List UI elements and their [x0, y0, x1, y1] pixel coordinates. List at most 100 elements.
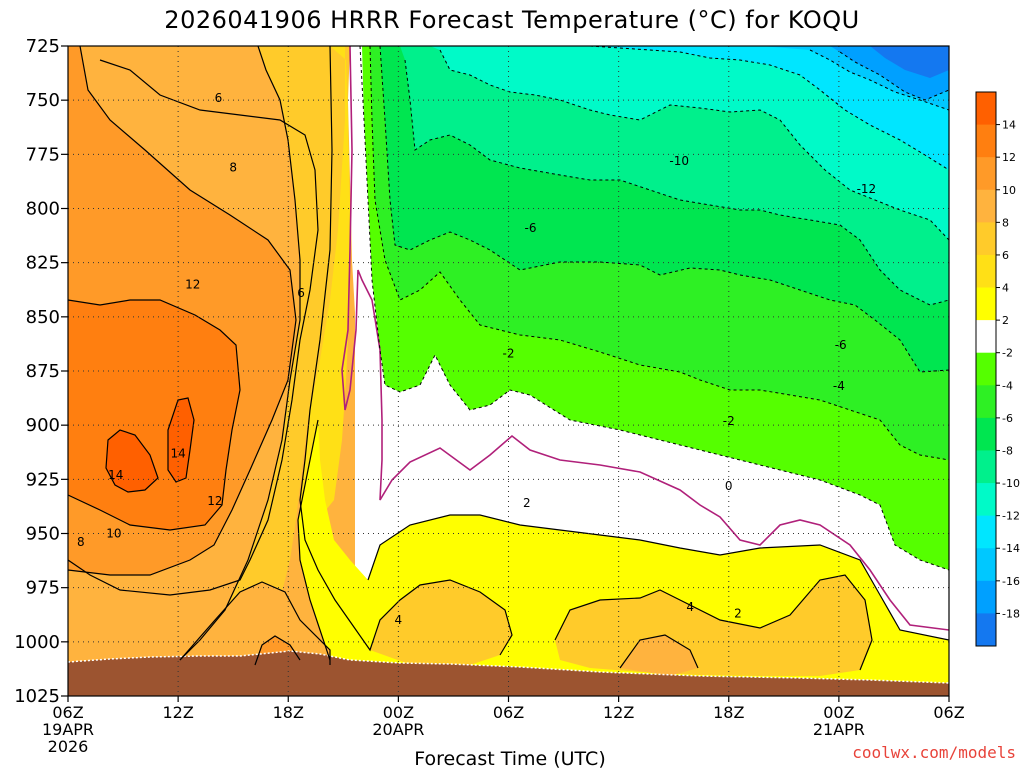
x-tick-label: 18Z	[273, 703, 304, 722]
colorbar-label: 2	[1002, 314, 1009, 327]
band-4-blob1	[370, 580, 512, 668]
x-tick-label: 20APR	[372, 720, 424, 739]
contour-label: 8	[77, 535, 85, 549]
colorbar-label: -16	[1002, 575, 1020, 588]
credit-text: coolwx.com/models	[852, 743, 1016, 762]
contour-label: -2	[503, 347, 515, 361]
contour-label: 12	[185, 277, 200, 291]
terrain	[68, 651, 949, 696]
contour-label: 2	[734, 607, 742, 621]
contour-label: -4	[833, 379, 845, 393]
contour-label: -12	[857, 182, 877, 196]
x-axis-label: Forecast Time (UTC)	[414, 748, 605, 768]
colorbar-label: -2	[1002, 347, 1013, 360]
colorbar-swatch	[976, 515, 996, 549]
colorbar-swatch	[976, 124, 996, 158]
colorbar-swatch	[976, 613, 996, 647]
colorbar-label: -6	[1002, 412, 1013, 425]
chart-title: 2026041906 HRRR Forecast Temperature (°C…	[164, 6, 859, 34]
colorbar: 14 12 10 8 6 4 2 -2 -4 -6 -8 -10 -12 -14 -16 -18	[975, 91, 1020, 647]
contour-label: -10	[669, 154, 689, 168]
x-tick-label: 06Z	[52, 703, 83, 722]
band-6-blob	[620, 635, 698, 676]
colorbar-swatch	[976, 450, 996, 484]
y-tick-label: 900	[26, 415, 60, 436]
x-tick-label: 19APR	[42, 720, 94, 739]
colorbar-label: 10	[1002, 184, 1016, 197]
y-tick-label: 725	[26, 36, 60, 57]
contour-label: 2	[523, 496, 531, 510]
y-tick-label: 850	[26, 307, 60, 328]
x-tick-label: 12Z	[603, 703, 634, 722]
contour-label: 10	[106, 527, 121, 541]
contour-label: 6	[297, 286, 305, 300]
colorbar-label: -8	[1002, 444, 1013, 457]
y-tick-label: 975	[26, 578, 60, 599]
contour-label: 0	[725, 479, 733, 493]
contour-labels: 6 8 12 6 14 14 12 10 8 4 -2 2 -10 -12 -6 -6 -4 -2 0 4 2	[77, 91, 877, 627]
colorbar-label: 4	[1002, 282, 1009, 295]
colorbar-swatch	[976, 254, 996, 289]
colorbar-label: 6	[1002, 249, 1009, 262]
y-tick-label: 1000	[14, 632, 60, 653]
contour-label: 4	[686, 600, 694, 614]
contour-label: 8	[229, 160, 237, 174]
contours	[68, 46, 949, 671]
colorbar-swatch	[976, 320, 996, 354]
colorbar-swatch	[976, 157, 996, 191]
band-minus12	[430, 46, 949, 240]
colorbar-swatch	[976, 92, 996, 126]
grid	[68, 46, 949, 696]
contour-label: 12	[207, 494, 222, 508]
contour-label: -6	[835, 338, 847, 352]
x-tick-label: 06Z	[493, 703, 524, 722]
band-14b	[168, 398, 194, 482]
colorbar-swatch	[976, 580, 996, 614]
band-8-low	[180, 582, 330, 668]
x-tick-label: 18Z	[713, 703, 744, 722]
colorbar-swatch	[976, 483, 996, 517]
colorbar-label: 12	[1002, 151, 1016, 164]
y-tick-label: 800	[26, 199, 60, 220]
contour-label: -2	[723, 414, 735, 428]
x-tick-label: 12Z	[162, 703, 193, 722]
contour-label: 4	[395, 613, 403, 627]
band-14	[106, 430, 158, 492]
y-tick-label: 750	[26, 90, 60, 111]
colorbar-swatch	[976, 189, 996, 223]
band-minus14	[450, 46, 949, 170]
colorbar-label: -4	[1002, 379, 1013, 392]
y-axis: 725 750 775 800 825 850 875 900 925 950 975 1000 102…	[14, 36, 68, 707]
contour-label: 6	[215, 91, 223, 105]
y-tick-label: 775	[26, 144, 60, 165]
colorbar-swatch	[976, 385, 996, 419]
y-tick-label: 1025	[14, 686, 60, 707]
colorbar-label: -18	[1002, 607, 1020, 620]
y-tick-label: 875	[26, 361, 60, 382]
x-tick-label: 21APR	[813, 720, 865, 739]
contour-label: 14	[170, 446, 185, 460]
colorbar-label: 14	[1002, 119, 1016, 132]
band-minus20	[870, 46, 949, 78]
x-tick-label: 00Z	[383, 703, 414, 722]
colorbar-label: 8	[1002, 216, 1009, 229]
x-tick-label: 06Z	[933, 703, 964, 722]
colorbar-label: -12	[1002, 510, 1020, 523]
colorbar-label: -10	[1002, 477, 1020, 490]
contour-label: -6	[525, 221, 537, 235]
y-tick-label: 825	[26, 253, 60, 274]
colorbar-swatch	[976, 352, 996, 386]
band-4-upper	[300, 46, 350, 520]
colorbar-swatch	[976, 548, 996, 582]
colorbar-swatch	[976, 287, 996, 321]
colorbar-label: -14	[1002, 542, 1020, 555]
y-tick-label: 950	[26, 524, 60, 545]
x-tick-label: 00Z	[823, 703, 854, 722]
band-6	[180, 46, 355, 665]
x-tick-label: 2026	[48, 737, 89, 756]
temperature-field	[68, 46, 949, 696]
colorbar-swatch	[976, 417, 996, 451]
colorbar-frame	[975, 91, 997, 647]
